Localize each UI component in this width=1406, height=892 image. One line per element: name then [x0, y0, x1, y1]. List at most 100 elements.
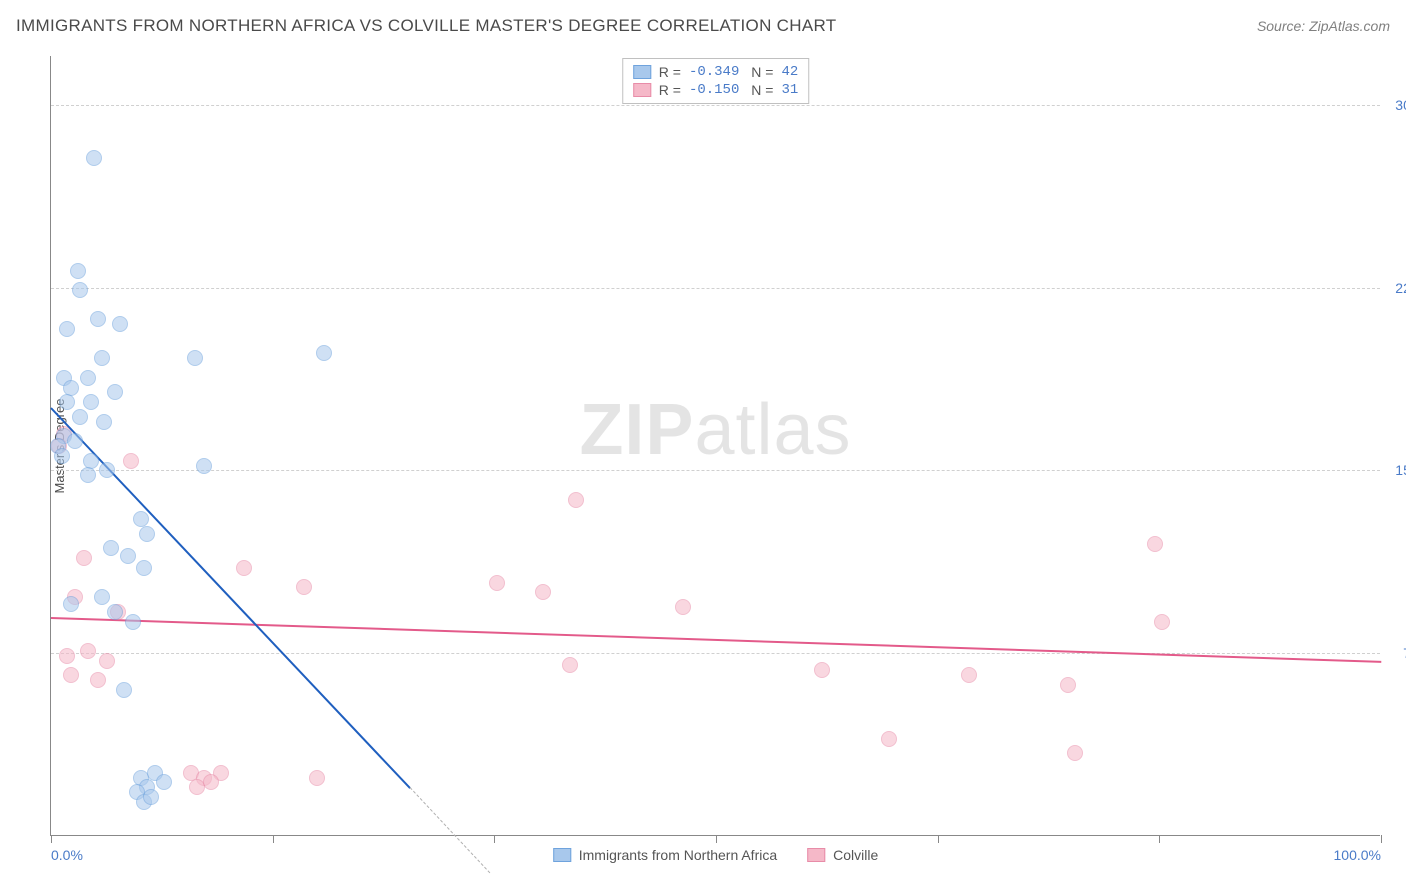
scatter-point — [881, 731, 897, 747]
scatter-point — [90, 311, 106, 327]
scatter-point — [76, 550, 92, 566]
scatter-point — [99, 653, 115, 669]
scatter-point — [94, 350, 110, 366]
scatter-point — [59, 321, 75, 337]
legend-item-1: Immigrants from Northern Africa — [553, 847, 777, 863]
legend-r-value-1: -0.349 — [689, 64, 739, 80]
scatter-point — [1154, 614, 1170, 630]
scatter-point — [107, 384, 123, 400]
scatter-point — [80, 643, 96, 659]
legend-n-label-1: N = — [747, 64, 773, 80]
legend-label-2: Colville — [833, 847, 878, 863]
x-tick — [494, 835, 495, 843]
scatter-point — [309, 770, 325, 786]
legend-row-series-2: R = -0.150 N = 31 — [633, 81, 799, 99]
grid-line — [51, 105, 1380, 106]
scatter-point — [70, 263, 86, 279]
scatter-point — [1147, 536, 1163, 552]
x-tick-label: 0.0% — [51, 847, 83, 863]
scatter-point — [961, 667, 977, 683]
x-tick — [51, 835, 52, 843]
scatter-point — [59, 394, 75, 410]
scatter-point — [196, 458, 212, 474]
scatter-point — [236, 560, 252, 576]
scatter-point — [156, 774, 172, 790]
legend-n-value-1: 42 — [781, 64, 798, 80]
chart-header: IMMIGRANTS FROM NORTHERN AFRICA VS COLVI… — [16, 16, 1390, 36]
scatter-point — [83, 394, 99, 410]
chart-source: Source: ZipAtlas.com — [1257, 18, 1390, 34]
scatter-point — [535, 584, 551, 600]
scatter-point — [103, 540, 119, 556]
watermark: ZIPatlas — [579, 389, 851, 471]
y-tick-label: 30.0% — [1395, 97, 1406, 113]
scatter-point — [203, 774, 219, 790]
scatter-point — [107, 604, 123, 620]
scatter-point — [83, 453, 99, 469]
scatter-point — [123, 453, 139, 469]
scatter-point — [187, 350, 203, 366]
scatter-point — [316, 345, 332, 361]
scatter-point — [112, 316, 128, 332]
scatter-point — [116, 682, 132, 698]
legend-swatch-1 — [633, 65, 651, 79]
scatter-point — [67, 433, 83, 449]
trend-line — [51, 617, 1381, 663]
y-tick-label: 15.0% — [1395, 462, 1406, 478]
scatter-point — [59, 648, 75, 664]
scatter-point — [675, 599, 691, 615]
grid-line — [51, 288, 1380, 289]
scatter-point — [143, 789, 159, 805]
scatter-point — [72, 409, 88, 425]
scatter-point — [94, 589, 110, 605]
scatter-point — [99, 462, 115, 478]
legend-label-1: Immigrants from Northern Africa — [579, 847, 777, 863]
legend-r-label-1: R = — [659, 64, 681, 80]
x-tick — [1159, 835, 1160, 843]
scatter-point — [139, 526, 155, 542]
legend-correlation: R = -0.349 N = 42 R = -0.150 N = 31 — [622, 58, 810, 104]
legend-r-label-2: R = — [659, 82, 681, 98]
scatter-point — [814, 662, 830, 678]
scatter-point — [63, 667, 79, 683]
scatter-point — [562, 657, 578, 673]
trend-line-dashed — [410, 787, 491, 873]
plot-area: ZIPatlas R = -0.349 N = 42 R = -0.150 N … — [50, 56, 1380, 836]
x-tick — [1381, 835, 1382, 843]
scatter-point — [63, 596, 79, 612]
scatter-point — [80, 370, 96, 386]
scatter-point — [96, 414, 112, 430]
scatter-point — [120, 548, 136, 564]
scatter-point — [489, 575, 505, 591]
scatter-point — [80, 467, 96, 483]
chart-container: Master's Degree ZIPatlas R = -0.349 N = … — [50, 56, 1380, 836]
legend-r-value-2: -0.150 — [689, 82, 739, 98]
legend-series: Immigrants from Northern Africa Colville — [553, 847, 879, 863]
scatter-point — [1060, 677, 1076, 693]
scatter-point — [1067, 745, 1083, 761]
legend-item-2: Colville — [807, 847, 878, 863]
chart-title: IMMIGRANTS FROM NORTHERN AFRICA VS COLVI… — [16, 16, 836, 36]
scatter-point — [63, 380, 79, 396]
x-tick-label: 100.0% — [1334, 847, 1381, 863]
scatter-point — [86, 150, 102, 166]
scatter-point — [133, 511, 149, 527]
scatter-point — [90, 672, 106, 688]
scatter-point — [296, 579, 312, 595]
scatter-point — [125, 614, 141, 630]
x-tick — [716, 835, 717, 843]
legend-swatch-bottom-2 — [807, 848, 825, 862]
grid-line — [51, 470, 1380, 471]
legend-swatch-bottom-1 — [553, 848, 571, 862]
scatter-point — [568, 492, 584, 508]
legend-row-series-1: R = -0.349 N = 42 — [633, 63, 799, 81]
y-tick-label: 22.5% — [1395, 280, 1406, 296]
scatter-point — [72, 282, 88, 298]
legend-swatch-2 — [633, 83, 651, 97]
legend-n-value-2: 31 — [781, 82, 798, 98]
x-tick — [938, 835, 939, 843]
x-tick — [273, 835, 274, 843]
legend-n-label-2: N = — [747, 82, 773, 98]
scatter-point — [54, 448, 70, 464]
scatter-point — [136, 560, 152, 576]
